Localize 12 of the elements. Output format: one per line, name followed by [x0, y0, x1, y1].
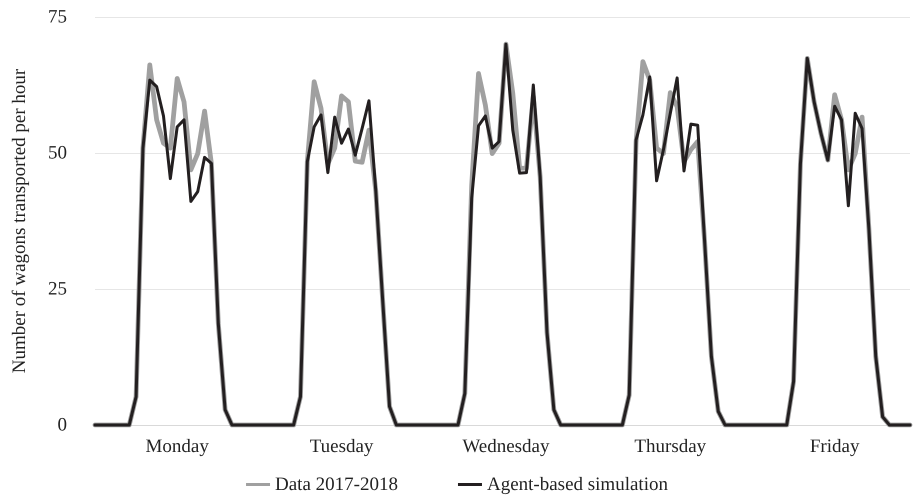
x-tick-label: Friday [810, 436, 860, 457]
legend-label: Agent-based simulation [486, 474, 668, 495]
y-tick-label: 25 [48, 278, 67, 300]
x-tick-label: Wednesday [462, 436, 550, 457]
legend-label: Data 2017-2018 [275, 474, 398, 495]
y-tick-label: 0 [58, 414, 67, 436]
x-tick-label: Thursday [634, 436, 707, 457]
x-tick-label: Monday [146, 436, 210, 457]
y-axis-title: Number of wagons transported per hour [9, 68, 30, 374]
x-tick-label: Tuesday [310, 436, 374, 457]
y-tick-label: 50 [48, 142, 67, 164]
y-tick-label: 75 [48, 6, 67, 28]
